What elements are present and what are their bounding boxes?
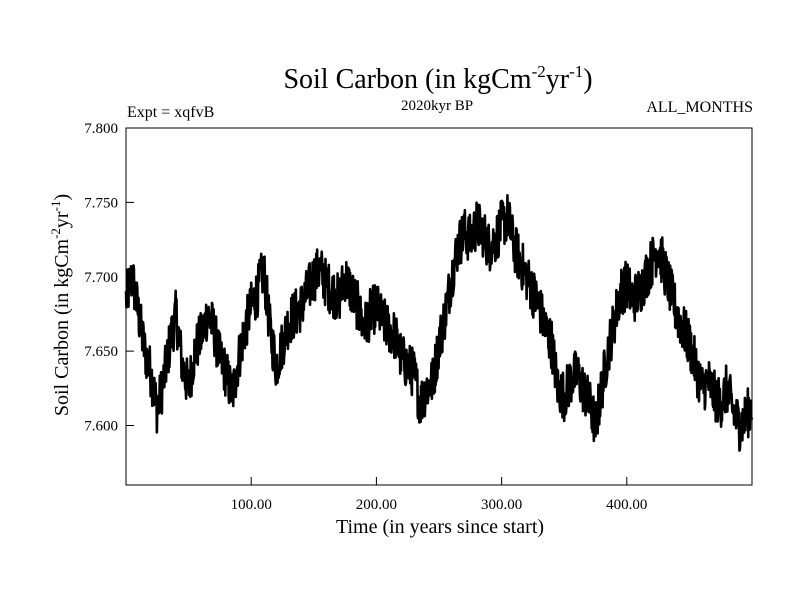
y-axis-label-sup2: -1 bbox=[48, 201, 63, 212]
y-tick-label: 7.600 bbox=[84, 419, 118, 435]
plot-frame bbox=[125, 127, 753, 486]
y-axis-label-end: ) bbox=[51, 194, 73, 201]
x-axis-ticks: 100.00 200.00 300.00 400.00 bbox=[231, 477, 647, 513]
y-tick-label: 7.700 bbox=[84, 270, 118, 286]
y-axis-ticks: 7.600 7.650 7.700 7.750 7.800 bbox=[84, 121, 134, 435]
x-tick-label: 400.00 bbox=[606, 497, 647, 513]
months-label: ALL_MONTHS bbox=[646, 99, 753, 116]
chart-title-sup1: -2 bbox=[532, 62, 546, 81]
x-axis-label: Time (in years since start) bbox=[336, 516, 544, 538]
series-line bbox=[124, 194, 754, 452]
x-tick-label: 100.00 bbox=[231, 497, 272, 513]
y-axis-label-sup1: -2 bbox=[48, 228, 63, 239]
y-tick-label: 7.750 bbox=[84, 195, 118, 211]
y-axis-label-mid: yr bbox=[51, 211, 73, 228]
chart-title: Soil Carbon (in kgCm-2yr-1) bbox=[283, 62, 592, 95]
y-axis-label: Soil Carbon (in kgCm-2yr-1) bbox=[48, 194, 73, 416]
chart-title-end: ) bbox=[583, 64, 592, 95]
x-tick-label: 200.00 bbox=[356, 497, 397, 513]
chart-title-mid: yr bbox=[546, 64, 570, 95]
experiment-label: Expt = xqfvB bbox=[127, 104, 214, 121]
y-axis-label-main: Soil Carbon (in kgCm bbox=[51, 238, 73, 416]
y-tick-label: 7.800 bbox=[84, 121, 118, 137]
chart-subtitle: 2020kyr BP bbox=[401, 98, 473, 114]
chart-title-sup2: -1 bbox=[569, 62, 583, 81]
chart-title-main: Soil Carbon (in kgCm bbox=[283, 64, 531, 95]
x-tick-label: 300.00 bbox=[481, 497, 522, 513]
y-tick-label: 7.650 bbox=[84, 344, 118, 360]
